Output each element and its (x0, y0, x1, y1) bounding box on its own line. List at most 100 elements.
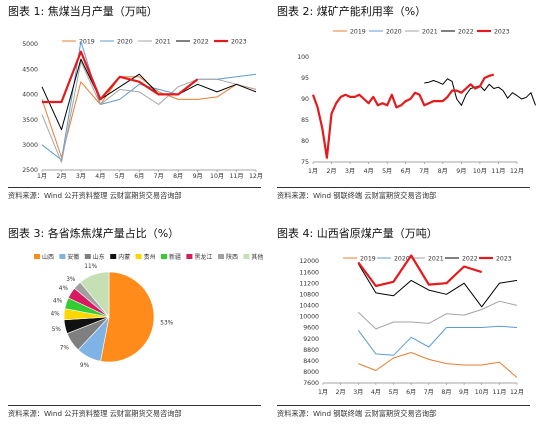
x-tick-label: 3月 (76, 173, 86, 180)
y-tick-label: 11600 (299, 269, 319, 276)
line-chart-coking-coal-output: 2019 2020 2021 2022 2023 2500 3000 3500 4000 4500… (22, 39, 263, 181)
legend-label: 2021 (155, 39, 171, 46)
legend-swatch (84, 254, 91, 259)
legend-label: 2020 (386, 29, 402, 36)
line-chart-capacity-utilization: 2019 2020 2021 2022 2023 75 80 85 90 95 100 1月 2月 3月 4… (297, 29, 536, 175)
x-tick-label: 9月 (459, 389, 469, 396)
legend-swatch (110, 254, 117, 259)
legend-swatch (243, 254, 250, 259)
divider (8, 405, 261, 406)
x-tick-label: 6月 (134, 173, 144, 180)
legend-swatch (161, 254, 167, 259)
x-tick-label: 2月 (56, 173, 66, 180)
y-tick-label: 12000 (299, 258, 319, 265)
legend-label: 2023 (496, 256, 512, 263)
legend-swatch (218, 254, 224, 259)
y-tick-label: 3000 (22, 142, 38, 149)
y-tick-label: 9200 (303, 336, 319, 343)
legend-label: 陕西 (226, 253, 238, 261)
y-tick-label: 11200 (299, 280, 319, 287)
x-tick-label: 12月 (249, 173, 263, 180)
x-tick-label: 4月 (95, 173, 105, 180)
source-note: 资料来源：Wind 公开资料整理 云财富期货交易咨询部 (8, 191, 182, 200)
panel-coking-coal-output: 图表 1: 焦煤当月产量（万吨） 2019 2020 2021 2022 2023 250… (0, 0, 269, 212)
x-tick-label: 11月 (492, 389, 506, 396)
legend-label: 内蒙 (118, 253, 130, 261)
legend-label: 山西 (42, 253, 54, 261)
x-tick-label: 9月 (193, 173, 203, 180)
x-tick-label: 8月 (173, 173, 183, 180)
y-tick-label: 2500 (22, 167, 38, 174)
legend-label: 山东 (93, 253, 105, 261)
legend-label: 2020 (117, 39, 133, 46)
divider (277, 405, 530, 406)
x-tick-label: 5月 (388, 389, 398, 396)
data-label: 9% (80, 363, 90, 369)
x-tick-label: 4月 (364, 168, 374, 175)
legend-label: 2023 (231, 39, 247, 46)
divider (277, 187, 530, 188)
legend-label: 2023 (494, 29, 510, 36)
x-tick-label: 6月 (401, 168, 411, 175)
y-tick-label: 95 (301, 75, 309, 82)
source-note: 资料来源：Wind 钢联终端 云财富期货交易咨询部 (277, 409, 437, 418)
x-tick-label: 6月 (406, 389, 416, 396)
legend-label: 2019 (350, 29, 366, 36)
series-line-2019 (358, 352, 518, 378)
legend-label: 2020 (394, 256, 410, 263)
legend-label: 2022 (458, 29, 474, 36)
source-note: 资料来源：Wind 公开资料整理 云财富期货交易咨询部 (8, 409, 182, 418)
x-tick-label: 5月 (382, 168, 392, 175)
x-tick-label: 7月 (424, 389, 434, 396)
x-tick-label: 10月 (210, 173, 224, 180)
data-label: 11% (84, 264, 97, 270)
data-label: 4% (50, 312, 60, 318)
y-tick-label: 9600 (303, 325, 319, 332)
y-tick-label: 10400 (299, 303, 319, 310)
x-tick-label: 3月 (353, 389, 363, 396)
panel-province-share: 图表 3: 各省炼焦煤产量占比（%） 山西 安徽 山东 内蒙 贵州 新疆 黑龙江 陕西 其他 53… (0, 212, 269, 424)
x-tick-label: 12月 (510, 389, 524, 396)
x-tick-label: 4月 (371, 389, 381, 396)
y-tick-label: 7600 (303, 380, 319, 387)
x-tick-label: 9月 (456, 168, 466, 175)
legend-swatch (34, 254, 40, 259)
series-line-2022 (41, 58, 257, 131)
series-line-2020 (41, 41, 257, 161)
panel-capacity-utilization: 图表 2: 煤矿产能利用率（%） 2019 2020 2021 2022 2023 75 8… (269, 0, 538, 212)
x-tick-label: 11月 (230, 173, 244, 180)
y-tick-label: 100 (297, 54, 309, 61)
legend-label: 贵州 (144, 253, 156, 261)
chart-title: 图表 3: 各省炼焦煤产量占比（%） (8, 227, 180, 240)
y-tick-label: 75 (301, 159, 309, 166)
legend-label: 2022 (193, 39, 209, 46)
pie-slice-其他 (79, 271, 110, 318)
series-line-2023 (357, 254, 483, 288)
legend-label: 安徽 (67, 253, 79, 261)
y-tick-label: 3500 (22, 117, 38, 124)
y-tick-label: 10000 (299, 314, 319, 321)
x-tick-label: 8月 (438, 168, 448, 175)
x-tick-label: 8月 (441, 389, 451, 396)
legend-label: 2019 (360, 256, 376, 263)
legend-label: 2022 (462, 256, 478, 263)
data-label: 53% (160, 321, 173, 327)
legend-label: 新疆 (169, 253, 181, 261)
legend-swatch (135, 254, 142, 259)
y-tick-label: 8800 (303, 347, 319, 354)
y-tick-label: 85 (301, 117, 309, 124)
y-tick-label: 90 (301, 96, 309, 103)
x-tick-label: 10月 (475, 389, 489, 396)
data-label: 4% (53, 298, 63, 304)
divider (8, 187, 261, 188)
panel-shanxi-raw-coal: 图表 4: 山西省原煤产量（万吨） 2019 2020 2021 2022 2023 76… (269, 212, 538, 424)
source-note: 资料来源：Wind 钢联终端 云财富期货交易咨询部 (277, 191, 437, 200)
legend-label: 其他 (251, 253, 263, 261)
y-tick-label: 8400 (303, 358, 319, 365)
data-label: 4% (59, 286, 69, 292)
legend-label: 黑龙江 (194, 253, 212, 261)
data-label: 7% (60, 345, 70, 351)
legend-label: 2021 (422, 29, 438, 36)
chart-title: 图表 2: 煤矿产能利用率（%） (277, 5, 427, 18)
line-chart-shanxi-raw-coal: 2019 2020 2021 2022 2023 7600 8000 8400 8800 9200… (299, 254, 524, 396)
